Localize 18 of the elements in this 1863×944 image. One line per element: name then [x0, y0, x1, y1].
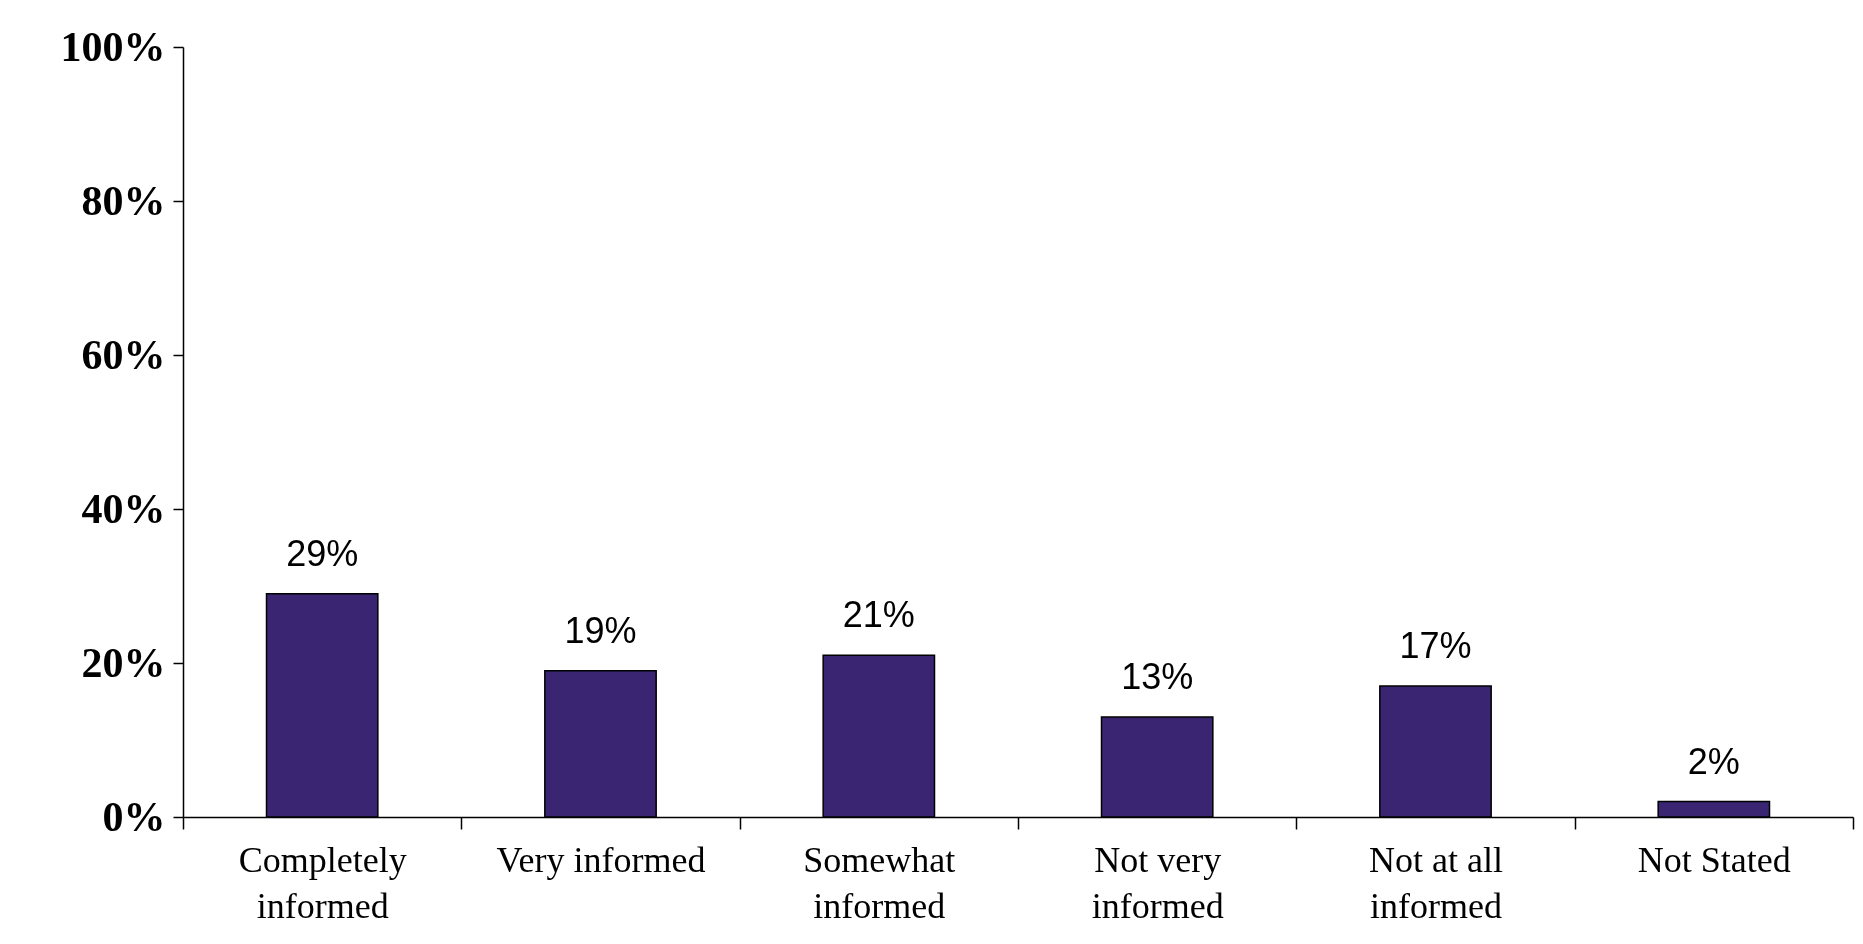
x-tick-label: Somewhat informed [803, 839, 956, 926]
y-tick-label: 40% [81, 485, 166, 532]
x-tick-label: Not at all informed [1369, 839, 1503, 926]
data-label: 21% [842, 594, 915, 636]
y-tick-label: 20% [81, 639, 166, 686]
data-label: 19% [564, 609, 637, 651]
y-tick-label: 0% [102, 793, 166, 840]
x-tick-label: Not very informed [1091, 839, 1224, 926]
y-tick-label: 80% [81, 177, 166, 224]
y-tick-label: 100% [60, 23, 166, 70]
data-label: 29% [286, 532, 359, 574]
data-label: 2% [1687, 740, 1740, 782]
data-label: 17% [1399, 625, 1472, 667]
x-tick-label: Not Stated [1637, 839, 1791, 880]
y-tick-label: 60% [81, 331, 166, 378]
x-tick-label: Very informed [496, 839, 706, 880]
x-tick-label: Completely informed [238, 839, 407, 926]
data-label: 13% [1121, 655, 1194, 697]
